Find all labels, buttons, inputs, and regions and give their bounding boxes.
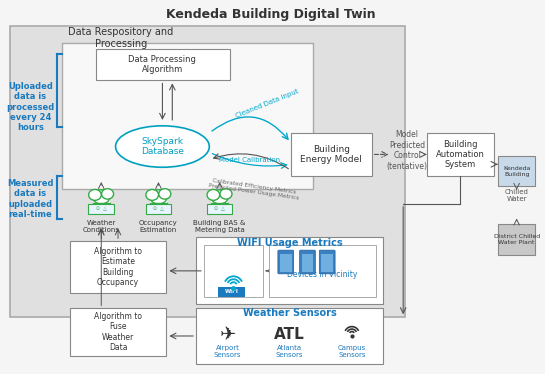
Ellipse shape	[101, 189, 113, 199]
Text: Kendeda
Building: Kendeda Building	[503, 166, 530, 177]
Bar	[88, 204, 114, 214]
FancyBboxPatch shape	[278, 250, 294, 274]
Bar	[196, 237, 384, 304]
Text: Calibrated Efficiency Metrics
Predicted Power Usage Metrics: Calibrated Efficiency Metrics Predicted …	[208, 177, 300, 201]
Ellipse shape	[116, 126, 209, 167]
Text: Data Respository and
Processing: Data Respository and Processing	[68, 27, 174, 49]
Text: Weather
Conditions: Weather Conditions	[83, 220, 120, 233]
Text: SkySpark
Database: SkySpark Database	[141, 137, 184, 156]
Bar	[62, 43, 313, 189]
Bar	[10, 26, 405, 317]
Bar	[322, 254, 333, 272]
Text: Model Calibration: Model Calibration	[219, 157, 280, 163]
Bar	[146, 204, 171, 214]
Text: Model
Predicted
Control
(tentative): Model Predicted Control (tentative)	[386, 131, 428, 171]
Text: Algorithm to
Estimate
Building
Occupancy: Algorithm to Estimate Building Occupancy	[94, 247, 142, 287]
Text: Weather Sensors: Weather Sensors	[243, 308, 337, 318]
Text: Occupancy
Estimation: Occupancy Estimation	[139, 220, 178, 233]
Text: Airport
Sensors: Airport Sensors	[214, 345, 241, 358]
Bar	[269, 245, 376, 297]
Bar	[217, 286, 245, 297]
Ellipse shape	[220, 189, 232, 199]
Text: ⊙  △: ⊙ △	[214, 206, 225, 211]
Text: Campus
Sensors: Campus Sensors	[338, 345, 366, 358]
Ellipse shape	[207, 190, 220, 200]
Text: Algorithm to
Fuse
Weather
Data: Algorithm to Fuse Weather Data	[94, 312, 142, 352]
Text: ⊙  △: ⊙ △	[96, 206, 107, 211]
Bar	[93, 196, 110, 203]
Ellipse shape	[89, 190, 101, 200]
Ellipse shape	[159, 189, 171, 199]
Ellipse shape	[146, 190, 159, 200]
Bar	[70, 241, 166, 292]
Text: WIFI Usage Metrics: WIFI Usage Metrics	[237, 238, 342, 248]
Bar	[211, 196, 228, 203]
FancyBboxPatch shape	[319, 250, 335, 274]
Text: Atlanta
Sensors: Atlanta Sensors	[276, 345, 304, 358]
Ellipse shape	[93, 190, 110, 204]
Text: Uploaded
data is
processed
every 24
hours: Uploaded data is processed every 24 hour…	[6, 82, 54, 132]
FancyBboxPatch shape	[300, 250, 316, 274]
Text: Kendeda Building Digital Twin: Kendeda Building Digital Twin	[166, 8, 376, 21]
Text: Devices in Vicinity: Devices in Vicinity	[287, 270, 358, 279]
Text: Measured
data is
uploaded
real-time: Measured data is uploaded real-time	[7, 179, 53, 219]
Text: ✈: ✈	[220, 325, 236, 343]
Bar	[70, 308, 166, 356]
Ellipse shape	[150, 190, 167, 204]
Text: ATL: ATL	[274, 327, 305, 341]
Text: ⊙  △: ⊙ △	[153, 206, 164, 211]
Ellipse shape	[211, 190, 228, 204]
Text: Building
Energy Model: Building Energy Model	[300, 145, 362, 164]
Text: Cleaned Data Input: Cleaned Data Input	[234, 88, 299, 119]
Text: WIFI: WIFI	[225, 289, 238, 294]
Bar	[207, 204, 233, 214]
Bar	[96, 49, 229, 80]
Bar	[204, 245, 263, 297]
Bar	[427, 133, 494, 176]
Text: Building
Automation
System: Building Automation System	[436, 140, 485, 169]
Text: District Chilled
Water Plant: District Chilled Water Plant	[494, 234, 540, 245]
Bar	[301, 254, 313, 272]
Text: Chilled
Water: Chilled Water	[505, 189, 529, 202]
Bar	[196, 308, 384, 364]
Bar	[498, 224, 535, 255]
Text: Building BAS &
Metering Data: Building BAS & Metering Data	[193, 220, 246, 233]
Bar	[290, 133, 372, 176]
Text: Data Processing
Algorithm: Data Processing Algorithm	[129, 55, 196, 74]
Bar	[280, 254, 292, 272]
Bar	[150, 196, 167, 203]
Bar	[498, 156, 535, 186]
